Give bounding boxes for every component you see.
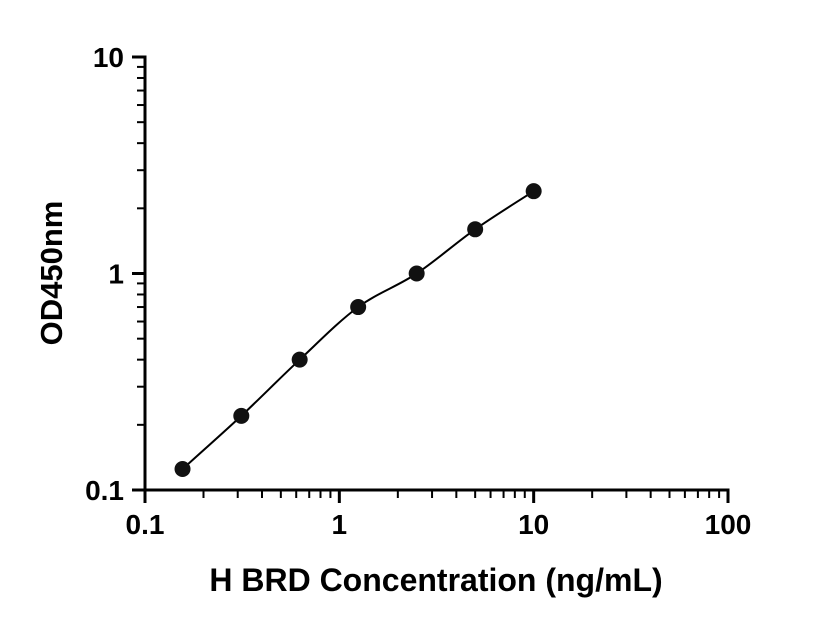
x-tick-label: 10 xyxy=(518,509,549,540)
y-tick-label: 0.1 xyxy=(85,475,124,506)
data-point xyxy=(233,407,250,424)
data-point xyxy=(291,351,308,368)
data-point xyxy=(350,299,367,316)
x-axis-title: H BRD Concentration (ng/mL) xyxy=(209,562,662,598)
y-tick-label: 1 xyxy=(108,259,124,290)
x-tick-label: 0.1 xyxy=(126,509,165,540)
data-point xyxy=(408,265,425,282)
data-point xyxy=(467,221,484,238)
data-point xyxy=(174,461,191,478)
x-tick-label: 100 xyxy=(705,509,752,540)
y-tick-label: 10 xyxy=(93,42,124,73)
chart-layer: 0.1 1 10 100 0.1 1 10 xyxy=(85,42,751,540)
x-tick-label: 1 xyxy=(332,509,348,540)
data-point xyxy=(525,183,542,200)
y-axis-title: OD450nm xyxy=(34,201,69,346)
